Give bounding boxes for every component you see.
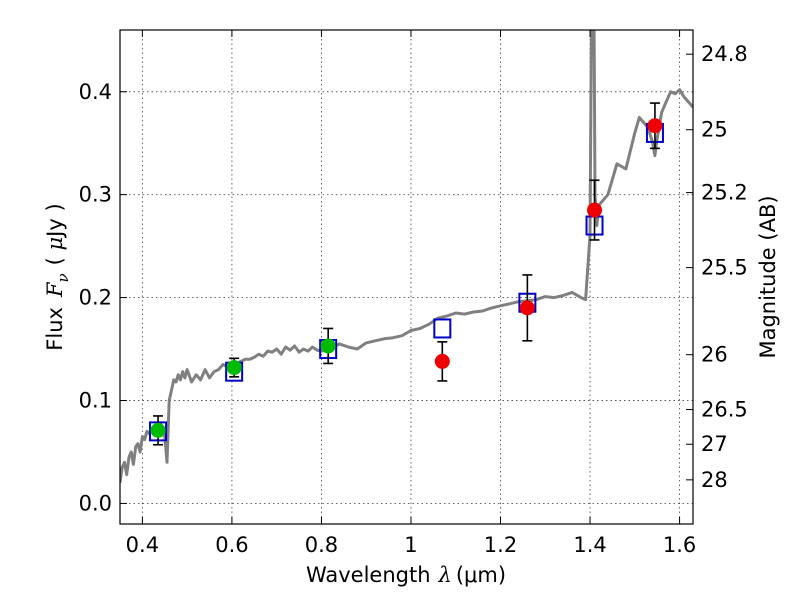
y2-tick-label: 25	[701, 118, 728, 142]
y2-tick-label: 26	[701, 343, 728, 367]
x-tick-label: 1.2	[484, 533, 517, 557]
infrared-data-point	[647, 118, 663, 134]
y-axis-title: FluxFν( μJy )	[43, 203, 72, 350]
optical-data-point	[150, 422, 166, 438]
x-tick-label: 0.4	[126, 533, 159, 557]
x-tick-label: 1.6	[663, 533, 696, 557]
y-tick-label: 0.0	[79, 491, 112, 515]
optical-data-point	[320, 338, 336, 354]
y2-tick-label: 27	[701, 432, 728, 456]
grid	[120, 30, 693, 524]
model-square-marker	[433, 318, 452, 339]
x-tick-label: 1.4	[573, 533, 606, 557]
y-tick-label: 0.4	[79, 80, 112, 104]
x-axis-title: Wavelength λ (μm)	[306, 563, 506, 587]
y-tick-label: 0.1	[79, 389, 112, 413]
x-tick-label: 0.6	[215, 533, 248, 557]
x-tick-label: 1	[404, 533, 417, 557]
y2-axis-title: Magnitude (AB)	[756, 195, 780, 358]
y2-tick-label: 24.8	[701, 42, 748, 66]
ticks: 0.4 0.6 0.8 1 1.2 1.4 1.6 0.0 0.1 0.2 0.3 0.4 24.8 25…	[79, 30, 748, 557]
y-tick-label: 0.3	[79, 183, 112, 207]
y2-tick-label: 26.5	[701, 398, 748, 422]
y-tick-label: 0.2	[79, 286, 112, 310]
infrared-data-point	[434, 353, 450, 369]
marker-layer	[149, 102, 664, 446]
x-tick-label: 0.8	[305, 533, 338, 557]
y2-tick-label: 25.2	[701, 181, 748, 205]
y2-tick-label: 28	[701, 468, 728, 492]
infrared-data-point	[519, 300, 535, 316]
y2-tick-label: 25.5	[701, 256, 748, 280]
plot-frame	[119, 29, 694, 525]
optical-data-point	[226, 360, 242, 376]
infrared-data-point	[587, 202, 603, 218]
